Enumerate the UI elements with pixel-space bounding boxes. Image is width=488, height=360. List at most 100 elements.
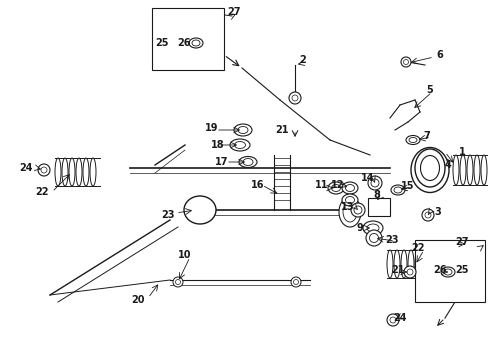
Ellipse shape <box>393 187 401 193</box>
Ellipse shape <box>365 230 381 246</box>
Text: 27: 27 <box>227 7 240 17</box>
Ellipse shape <box>327 182 343 194</box>
Ellipse shape <box>362 221 382 235</box>
Text: 17: 17 <box>215 157 228 167</box>
Circle shape <box>41 167 47 173</box>
Bar <box>414 240 484 302</box>
Text: 3: 3 <box>434 207 441 217</box>
Ellipse shape <box>408 138 416 143</box>
Bar <box>152 8 224 70</box>
Text: 24: 24 <box>19 163 33 173</box>
Ellipse shape <box>83 158 89 186</box>
Ellipse shape <box>443 269 451 275</box>
Text: 2: 2 <box>299 55 306 65</box>
Ellipse shape <box>367 176 381 190</box>
Ellipse shape <box>405 135 419 144</box>
Ellipse shape <box>393 250 399 278</box>
Text: 19: 19 <box>205 123 218 133</box>
Text: 8: 8 <box>373 190 380 200</box>
Circle shape <box>389 317 395 323</box>
Ellipse shape <box>55 158 61 186</box>
Ellipse shape <box>345 185 354 192</box>
Text: 14: 14 <box>361 173 374 183</box>
Ellipse shape <box>345 197 354 203</box>
Ellipse shape <box>189 38 203 48</box>
Ellipse shape <box>440 267 454 277</box>
Ellipse shape <box>407 250 413 278</box>
Ellipse shape <box>414 149 444 187</box>
Ellipse shape <box>192 40 200 46</box>
Ellipse shape <box>480 155 486 185</box>
Circle shape <box>403 59 407 64</box>
Text: 25: 25 <box>155 38 168 48</box>
Ellipse shape <box>417 155 441 185</box>
Circle shape <box>291 95 297 101</box>
Ellipse shape <box>473 155 479 185</box>
Ellipse shape <box>459 155 465 185</box>
Text: 4: 4 <box>444 160 450 170</box>
Ellipse shape <box>370 179 378 187</box>
Text: 26: 26 <box>432 265 446 275</box>
Text: 10: 10 <box>178 250 191 260</box>
Text: 26: 26 <box>177 38 190 48</box>
Ellipse shape <box>386 250 392 278</box>
Ellipse shape <box>400 250 406 278</box>
Text: 12: 12 <box>330 180 344 190</box>
Ellipse shape <box>452 155 458 185</box>
Ellipse shape <box>350 203 364 217</box>
Ellipse shape <box>466 155 472 185</box>
Ellipse shape <box>69 158 75 186</box>
Circle shape <box>406 269 412 275</box>
Ellipse shape <box>243 158 252 166</box>
Text: 21: 21 <box>275 125 288 135</box>
Circle shape <box>290 277 301 287</box>
Text: 11: 11 <box>315 180 328 190</box>
Ellipse shape <box>183 196 216 224</box>
Circle shape <box>424 212 430 218</box>
Circle shape <box>173 277 183 287</box>
Ellipse shape <box>239 157 257 167</box>
Ellipse shape <box>390 185 404 195</box>
Text: 23: 23 <box>161 210 174 220</box>
Text: 20: 20 <box>131 295 144 305</box>
Text: 7: 7 <box>423 131 429 141</box>
Circle shape <box>421 209 433 221</box>
Circle shape <box>175 279 180 284</box>
Text: 24: 24 <box>392 313 406 323</box>
Ellipse shape <box>353 206 361 214</box>
Ellipse shape <box>234 124 251 136</box>
Circle shape <box>293 279 298 284</box>
Ellipse shape <box>76 158 82 186</box>
Ellipse shape <box>341 182 357 194</box>
Ellipse shape <box>341 194 357 206</box>
Bar <box>367 198 389 216</box>
Text: 6: 6 <box>436 50 443 60</box>
Ellipse shape <box>414 250 420 278</box>
Circle shape <box>38 164 50 176</box>
Text: 1: 1 <box>458 147 465 157</box>
Ellipse shape <box>410 148 448 193</box>
Text: 9: 9 <box>356 223 363 233</box>
Text: 27: 27 <box>454 237 468 247</box>
Text: 18: 18 <box>211 140 224 150</box>
Text: 16: 16 <box>251 180 264 190</box>
Text: 13: 13 <box>341 202 354 212</box>
Text: 15: 15 <box>401 181 414 191</box>
Ellipse shape <box>338 197 360 227</box>
Ellipse shape <box>342 202 356 222</box>
Ellipse shape <box>229 139 249 151</box>
Circle shape <box>400 57 410 67</box>
Ellipse shape <box>420 156 439 180</box>
Circle shape <box>386 314 398 326</box>
Circle shape <box>288 92 301 104</box>
Text: 22: 22 <box>35 187 49 197</box>
Ellipse shape <box>90 158 96 186</box>
Ellipse shape <box>234 141 245 149</box>
Text: 21: 21 <box>390 265 404 275</box>
Text: 5: 5 <box>426 85 432 95</box>
Ellipse shape <box>331 185 340 192</box>
Text: 23: 23 <box>385 235 398 245</box>
Text: 22: 22 <box>410 243 424 253</box>
Ellipse shape <box>369 234 378 243</box>
Circle shape <box>403 266 415 278</box>
